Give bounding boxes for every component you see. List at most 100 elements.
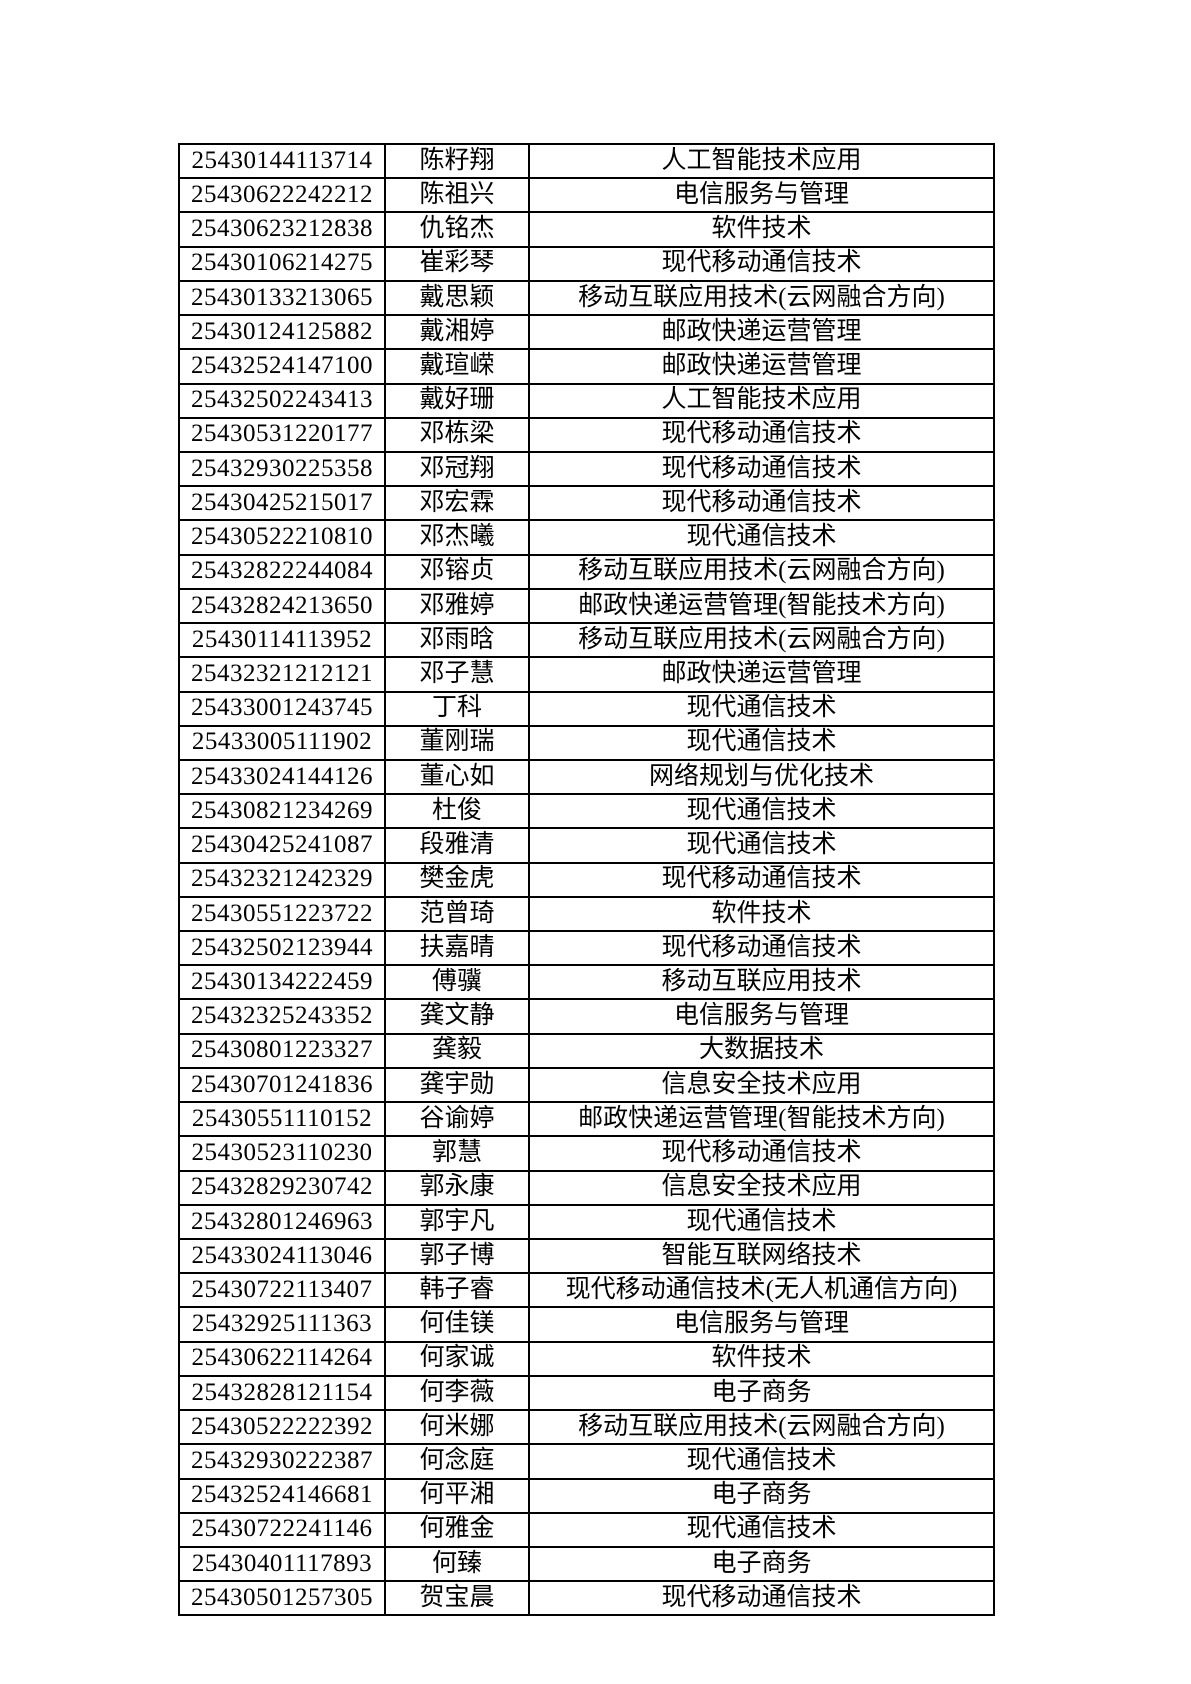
- table-row: 25430622114264 何家诚 软件技术: [178, 1340, 995, 1377]
- table-row: 25430722113407 韩子睿 现代移动通信技术(无人机通信方向): [178, 1272, 995, 1309]
- student-roster-table: 25430144113714 陈籽翔 人工智能技术应用 25430622242212 陈…: [178, 142, 995, 1617]
- student-id-cell: 25430701241836: [178, 1066, 386, 1104]
- name-cell: 何米娜: [384, 1409, 530, 1446]
- major-cell: 移动互联应用技术(云网融合方向): [528, 622, 995, 659]
- name-cell: 邓雅婷: [384, 587, 530, 625]
- major-cell: 移动互联应用技术(云网融合方向): [528, 279, 995, 317]
- major-cell: 现代移动通信技术(无人机通信方向): [528, 1272, 995, 1309]
- name-cell: 龚宇勋: [384, 1066, 530, 1104]
- major-cell: 大数据技术: [528, 1032, 995, 1069]
- student-id-cell: 25432930225358: [178, 450, 386, 488]
- name-cell: 扶嘉晴: [384, 930, 530, 967]
- student-id-cell: 25433024144126: [178, 758, 386, 796]
- name-cell: 陈祖兴: [384, 177, 530, 214]
- major-cell: 人工智能技术应用: [528, 142, 995, 180]
- name-cell: 郭慧: [384, 1135, 530, 1172]
- student-id-cell: 25433005111902: [178, 724, 386, 761]
- major-cell: 现代移动通信技术: [528, 450, 995, 488]
- table-row: 25433005111902 董刚瑞 现代通信技术: [178, 724, 995, 761]
- major-cell: 电子商务: [528, 1545, 995, 1583]
- name-cell: 邓子慧: [384, 656, 530, 693]
- major-cell: 现代通信技术: [528, 1443, 995, 1480]
- major-cell: 网络规划与优化技术: [528, 758, 995, 796]
- student-id-cell: 25430801223327: [178, 1032, 386, 1069]
- student-id-cell: 25430134222459: [178, 964, 386, 1001]
- table-row: 25430522210810 邓杰曦 现代通信技术: [178, 519, 995, 556]
- major-cell: 移动互联应用技术: [528, 964, 995, 1001]
- table-row: 25430144113714 陈籽翔 人工智能技术应用: [178, 142, 995, 180]
- major-cell: 电信服务与管理: [528, 177, 995, 214]
- major-cell: 信息安全技术应用: [528, 1066, 995, 1104]
- name-cell: 戴好珊: [384, 382, 530, 419]
- student-id-cell: 25430425241087: [178, 827, 386, 864]
- student-id-cell: 25432824213650: [178, 587, 386, 625]
- student-id-cell: 25430425215017: [178, 485, 386, 522]
- major-cell: 邮政快递运营管理(智能技术方向): [528, 1101, 995, 1138]
- table-row: 25430531220177 邓栋梁 现代移动通信技术: [178, 416, 995, 453]
- table-row: 25430501257305 贺宝晨 现代移动通信技术: [178, 1580, 995, 1617]
- name-cell: 何念庭: [384, 1443, 530, 1480]
- name-cell: 龚文静: [384, 998, 530, 1035]
- table-row: 25432801246963 郭宇凡 现代通信技术: [178, 1203, 995, 1241]
- student-id-cell: 25430623212838: [178, 211, 386, 248]
- table-row: 25432925111363 何佳镁 电信服务与管理: [178, 1306, 995, 1343]
- name-cell: 邓杰曦: [384, 519, 530, 556]
- major-cell: 软件技术: [528, 895, 995, 933]
- student-id-cell: 25432822244084: [178, 553, 386, 590]
- student-id-cell: 25430821234269: [178, 793, 386, 830]
- table-row: 25430821234269 杜俊 现代通信技术: [178, 793, 995, 830]
- name-cell: 何雅金: [384, 1511, 530, 1548]
- student-id-cell: 25432828121154: [178, 1374, 386, 1412]
- table-row: 25430106214275 崔彩琴 现代移动通信技术: [178, 245, 995, 282]
- major-cell: 现代移动通信技术: [528, 1135, 995, 1172]
- table-row: 25430522222392 何米娜 移动互联应用技术(云网融合方向): [178, 1409, 995, 1446]
- table-row: 25432524147100 戴瑄嵘 邮政快递运营管理: [178, 348, 995, 385]
- major-cell: 软件技术: [528, 1340, 995, 1377]
- name-cell: 杜俊: [384, 793, 530, 830]
- student-id-cell: 25430401117893: [178, 1545, 386, 1583]
- major-cell: 邮政快递运营管理(智能技术方向): [528, 587, 995, 625]
- name-cell: 戴瑄嵘: [384, 348, 530, 385]
- major-cell: 现代移动通信技术: [528, 861, 995, 898]
- student-id-cell: 25430106214275: [178, 245, 386, 282]
- major-cell: 现代通信技术: [528, 1203, 995, 1241]
- name-cell: 邓栋梁: [384, 416, 530, 453]
- major-cell: 智能互联网络技术: [528, 1237, 995, 1275]
- table-row: 25432325243352 龚文静 电信服务与管理: [178, 998, 995, 1035]
- student-id-cell: 25432325243352: [178, 998, 386, 1035]
- name-cell: 邓宏霖: [384, 485, 530, 522]
- student-id-cell: 25430522222392: [178, 1409, 386, 1446]
- table-row: 25433001243745 丁科 现代通信技术: [178, 690, 995, 727]
- major-cell: 邮政快递运营管理: [528, 348, 995, 385]
- table-row: 25430133213065 戴思颖 移动互联应用技术(云网融合方向): [178, 279, 995, 317]
- name-cell: 崔彩琴: [384, 245, 530, 282]
- name-cell: 陈籽翔: [384, 142, 530, 180]
- table-row: 25430722241146 何雅金 现代通信技术: [178, 1511, 995, 1548]
- name-cell: 何佳镁: [384, 1306, 530, 1343]
- name-cell: 戴湘婷: [384, 314, 530, 351]
- student-id-cell: 25430622242212: [178, 177, 386, 214]
- table-row: 25432524146681 何平湘 电子商务: [178, 1477, 995, 1514]
- student-id-cell: 25433024113046: [178, 1237, 386, 1275]
- student-id-cell: 25432801246963: [178, 1203, 386, 1241]
- table-row: 25432828121154 何李薇 电子商务: [178, 1374, 995, 1412]
- table-row: 25432822244084 邓镕贞 移动互联应用技术(云网融合方向): [178, 553, 995, 590]
- table-row: 25430401117893 何臻 电子商务: [178, 1545, 995, 1583]
- student-id-cell: 25433001243745: [178, 690, 386, 727]
- major-cell: 现代通信技术: [528, 793, 995, 830]
- table-row: 25430551110152 谷谕婷 邮政快递运营管理(智能技术方向): [178, 1101, 995, 1138]
- table-row: 25430623212838 仇铭杰 软件技术: [178, 211, 995, 248]
- table-row: 25430523110230 郭慧 现代移动通信技术: [178, 1135, 995, 1172]
- name-cell: 郭子博: [384, 1237, 530, 1275]
- major-cell: 移动互联应用技术(云网融合方向): [528, 553, 995, 590]
- student-id-cell: 25430722241146: [178, 1511, 386, 1548]
- name-cell: 邓镕贞: [384, 553, 530, 590]
- student-id-cell: 25430144113714: [178, 142, 386, 180]
- student-id-cell: 25430722113407: [178, 1272, 386, 1309]
- major-cell: 现代通信技术: [528, 827, 995, 864]
- major-cell: 现代通信技术: [528, 519, 995, 556]
- name-cell: 傅骥: [384, 964, 530, 1001]
- table-row: 25432930225358 邓冠翔 现代移动通信技术: [178, 450, 995, 488]
- table-row: 25430701241836 龚宇勋 信息安全技术应用: [178, 1066, 995, 1104]
